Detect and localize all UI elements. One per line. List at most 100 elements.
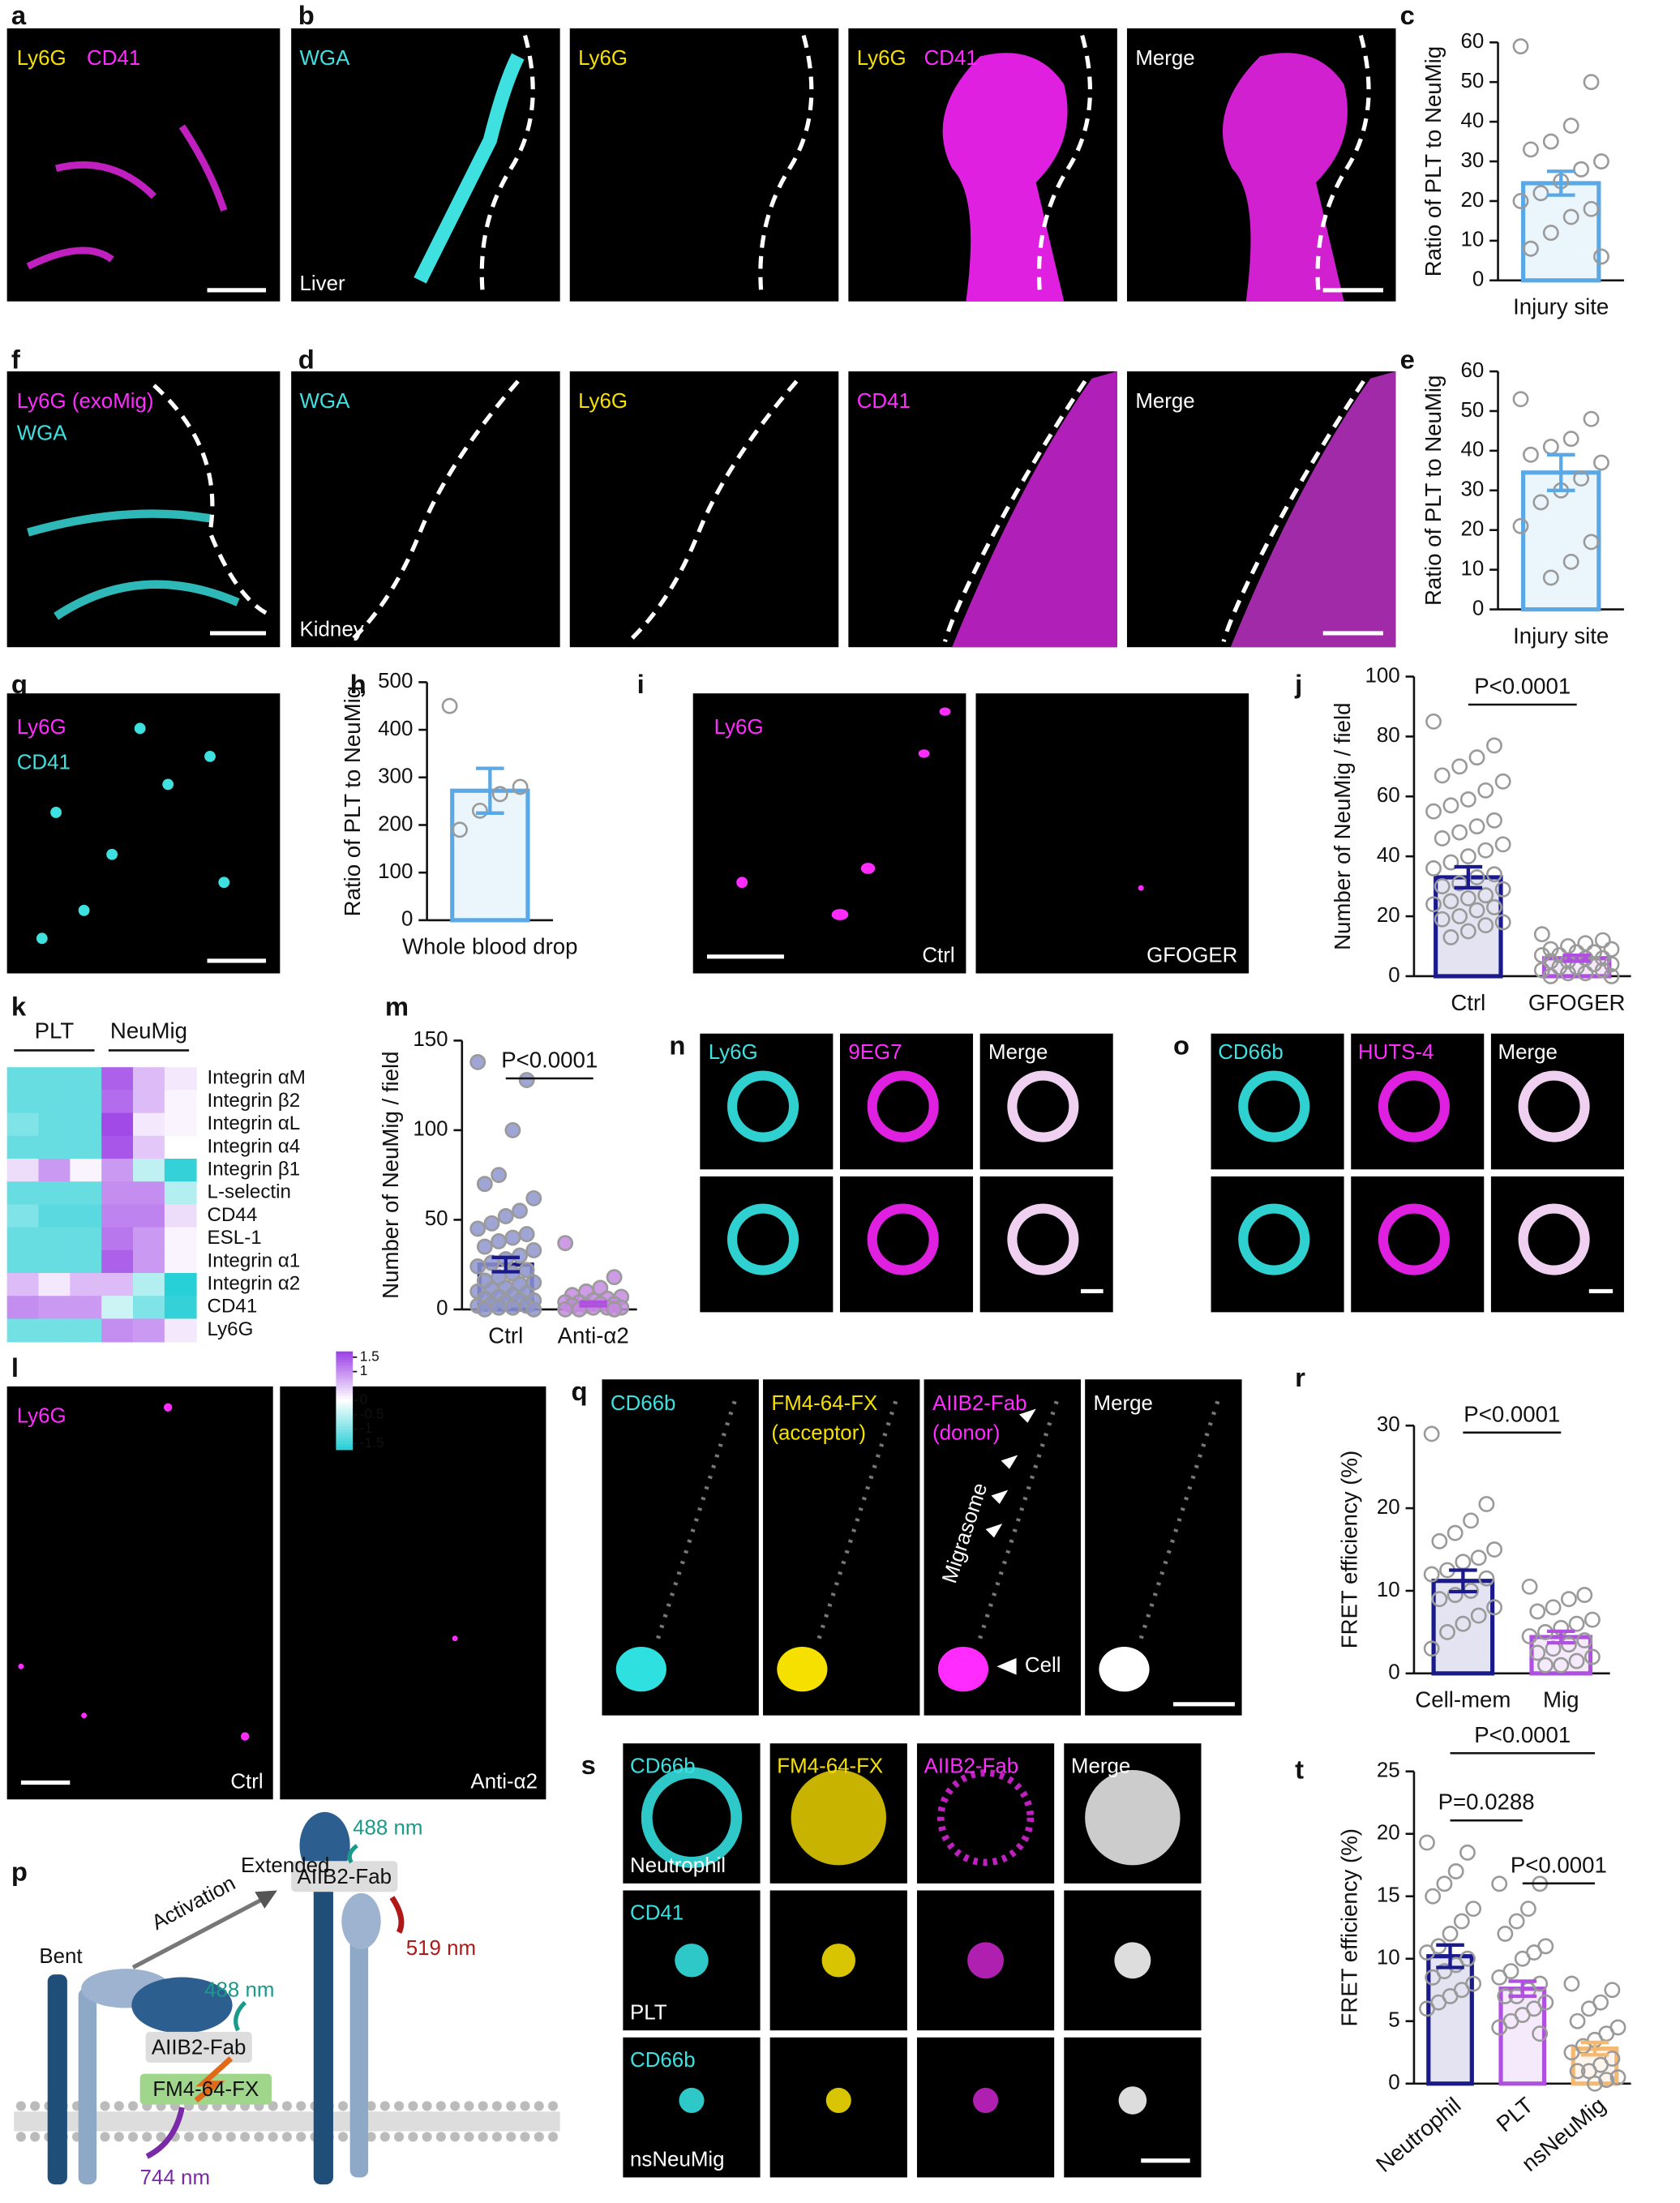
heatmap-cell bbox=[133, 1090, 165, 1114]
boundary bbox=[152, 384, 274, 619]
data-point bbox=[1455, 1615, 1472, 1632]
x-tick-label: Mig bbox=[1543, 1687, 1579, 1712]
panel-label: k bbox=[11, 991, 27, 1021]
p-value: P<0.0001 bbox=[1474, 674, 1571, 699]
data-point bbox=[1419, 1944, 1435, 1961]
diagram-label: Extended bbox=[241, 1854, 329, 1877]
data-point bbox=[1587, 2075, 1603, 2092]
boundary bbox=[758, 34, 814, 298]
colorbar-segment bbox=[336, 1391, 354, 1395]
data-point bbox=[1533, 926, 1550, 943]
data-point bbox=[1562, 208, 1579, 225]
data-point bbox=[497, 1208, 514, 1224]
channel-label: WGA bbox=[17, 422, 68, 445]
colorbar-segment bbox=[336, 1412, 354, 1417]
data-point bbox=[491, 1299, 508, 1316]
micrograph bbox=[840, 1176, 974, 1313]
heatmap-cell bbox=[6, 1181, 40, 1206]
signal bbox=[36, 722, 230, 945]
data-point bbox=[512, 1247, 528, 1264]
data-point bbox=[1545, 1599, 1562, 1616]
diagram-label: FM4-64-FX bbox=[152, 2078, 259, 2101]
data-point bbox=[1423, 1566, 1440, 1583]
data-point bbox=[1453, 1913, 1470, 1930]
row-label: Integrin β2 bbox=[208, 1090, 301, 1112]
y-tick-label: 50 bbox=[425, 1207, 448, 1230]
data-point bbox=[1459, 889, 1476, 906]
micrograph bbox=[6, 693, 281, 974]
data-point bbox=[557, 1301, 574, 1318]
signal bbox=[736, 707, 1144, 920]
data-point bbox=[469, 1053, 486, 1070]
heatmap-cell bbox=[70, 1067, 103, 1091]
data-point bbox=[1583, 410, 1600, 427]
bar bbox=[1434, 875, 1503, 979]
heatmap-cell bbox=[133, 1249, 165, 1274]
data-point bbox=[1423, 1425, 1440, 1442]
data-point bbox=[469, 1258, 486, 1275]
panel-label: r bbox=[1295, 1362, 1305, 1392]
heatmap-cell bbox=[101, 1227, 134, 1251]
heatmap-cell bbox=[101, 1181, 134, 1206]
y-tick-label: 40 bbox=[1460, 109, 1484, 132]
data-point bbox=[1434, 911, 1451, 928]
heatmap-cell bbox=[133, 1273, 165, 1297]
y-tick-label: 0 bbox=[1472, 597, 1484, 619]
data-point bbox=[483, 1215, 500, 1232]
heatmap-cell bbox=[133, 1318, 165, 1343]
y-tick-label: 30 bbox=[1460, 149, 1484, 172]
y-tick-label: 150 bbox=[413, 1028, 448, 1051]
data-point bbox=[1593, 153, 1609, 169]
colorbar-segment bbox=[336, 1374, 354, 1378]
data-point bbox=[1563, 1975, 1580, 1992]
condition-label: Ctrl bbox=[922, 945, 954, 967]
arrowheads bbox=[985, 1408, 1036, 1675]
data-point bbox=[1442, 854, 1459, 871]
data-point bbox=[1447, 1862, 1464, 1879]
heatmap-cell bbox=[101, 1135, 134, 1159]
heatmap-cell bbox=[164, 1067, 197, 1091]
data-point bbox=[1451, 824, 1468, 841]
y-tick-label: 60 bbox=[1377, 784, 1400, 807]
data-point bbox=[1569, 2012, 1586, 2029]
panel-label: q bbox=[571, 1376, 587, 1406]
data-point bbox=[1478, 1496, 1495, 1512]
row-label: Integrin α2 bbox=[208, 1273, 301, 1295]
y-tick-label: 40 bbox=[1460, 439, 1484, 461]
data-point bbox=[1455, 1554, 1472, 1571]
row-label: Integrin α4 bbox=[208, 1135, 301, 1157]
colorbar-segment bbox=[336, 1429, 354, 1434]
heatmap-cell bbox=[164, 1227, 197, 1251]
panel-label: g bbox=[11, 669, 28, 699]
integrin-head bbox=[341, 1892, 381, 1949]
y-axis-title: Ratio of PLT to NeuMig bbox=[1421, 46, 1446, 276]
signal bbox=[1238, 1070, 1590, 1275]
x-tick-label: Ctrl bbox=[1451, 990, 1485, 1015]
data-point bbox=[1580, 2000, 1597, 2017]
heatmap-cell bbox=[133, 1296, 165, 1320]
x-tick-label: Neutrophil bbox=[1371, 2092, 1465, 2177]
data-point bbox=[1442, 797, 1459, 814]
data-point bbox=[1463, 1512, 1479, 1529]
colorbar-segment bbox=[336, 1354, 354, 1358]
condition-label: GFOGER bbox=[1146, 945, 1237, 967]
p-value: P=0.0288 bbox=[1438, 1789, 1535, 1815]
colorbar-segment bbox=[336, 1424, 354, 1428]
data-point bbox=[1514, 1950, 1531, 1967]
panel-label: p bbox=[11, 1856, 28, 1886]
channel-label: Ly6G bbox=[17, 716, 66, 739]
bar bbox=[1498, 1987, 1547, 2086]
data-point bbox=[1477, 842, 1494, 859]
colorbar-tick-label: -1.5 bbox=[360, 1434, 384, 1451]
micrograph bbox=[6, 371, 281, 648]
data-point bbox=[1523, 240, 1539, 257]
panel-label: m bbox=[385, 991, 409, 1021]
panel-label: e bbox=[1400, 345, 1415, 375]
channel-label: Ly6G bbox=[17, 47, 66, 70]
data-point bbox=[441, 697, 458, 714]
channel-label: CD41 bbox=[857, 390, 911, 413]
y-axis-title: FRET efficiency (%) bbox=[1337, 1828, 1362, 2026]
heatmap-cell bbox=[70, 1159, 103, 1183]
colorbar-segment bbox=[336, 1407, 354, 1412]
colorbar-segment bbox=[336, 1370, 354, 1375]
